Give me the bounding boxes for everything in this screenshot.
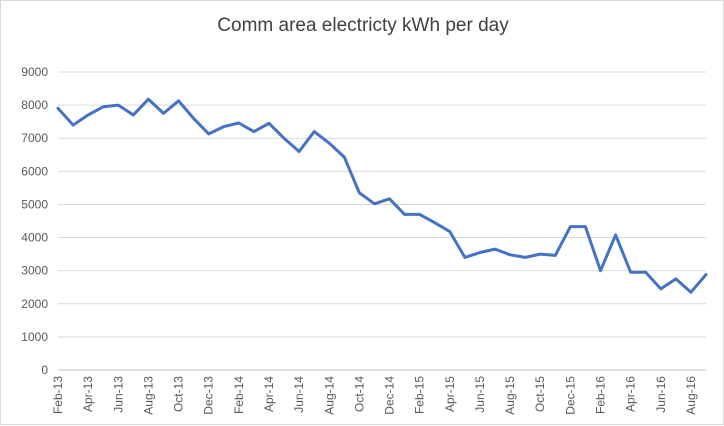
data-point xyxy=(569,225,572,228)
x-tick-label: Jun-16 xyxy=(654,376,668,413)
data-point xyxy=(358,191,361,195)
data-point xyxy=(418,213,421,216)
x-tick-label: Oct-14 xyxy=(352,376,366,412)
x-tick-label: Oct-15 xyxy=(533,376,547,412)
y-tick-label: 3000 xyxy=(21,264,48,278)
y-tick-label: 8000 xyxy=(21,98,48,112)
data-point xyxy=(267,122,271,125)
x-tick-label: Apr-16 xyxy=(624,376,638,412)
data-point xyxy=(674,277,678,281)
x-tick-label: Feb-13 xyxy=(51,376,65,414)
data-point xyxy=(478,251,482,254)
x-tick-label: Feb-14 xyxy=(232,376,246,414)
series-line xyxy=(56,97,708,294)
data-point xyxy=(237,121,241,125)
x-tick-label: Jun-15 xyxy=(473,376,487,413)
y-tick-label: 1000 xyxy=(21,330,48,344)
data-point xyxy=(523,256,527,259)
y-tick-label: 9000 xyxy=(21,65,48,79)
data-point xyxy=(132,113,135,117)
data-point xyxy=(222,125,225,128)
data-point xyxy=(629,271,632,274)
x-tick-label: Aug-13 xyxy=(141,376,155,415)
x-tick-label: Dec-13 xyxy=(202,376,216,415)
data-point xyxy=(373,202,376,205)
data-point xyxy=(508,253,512,256)
data-point xyxy=(539,252,542,256)
data-point xyxy=(71,123,75,127)
data-point xyxy=(147,97,150,101)
x-tick-label: Aug-16 xyxy=(684,376,698,415)
data-point xyxy=(584,225,587,228)
y-tick-label: 5000 xyxy=(21,197,48,211)
y-tick-label: 4000 xyxy=(21,231,48,245)
data-point xyxy=(177,99,180,103)
data-point xyxy=(644,271,647,274)
y-tick-label: 6000 xyxy=(21,164,48,178)
data-point xyxy=(463,256,467,259)
y-tick-label: 2000 xyxy=(21,297,48,311)
data-point xyxy=(493,247,497,251)
data-point xyxy=(599,269,602,272)
x-tick-label: Apr-15 xyxy=(443,376,457,412)
data-point xyxy=(433,221,436,224)
x-tick-label: Apr-13 xyxy=(81,376,95,412)
data-point xyxy=(312,130,316,133)
data-point xyxy=(192,117,195,120)
data-point xyxy=(659,287,662,291)
x-tick-label: Apr-14 xyxy=(262,376,276,412)
data-point xyxy=(704,273,708,276)
data-point xyxy=(403,213,406,216)
y-tick-label: 7000 xyxy=(21,131,48,145)
data-point xyxy=(328,141,331,145)
data-point xyxy=(614,233,617,237)
chart-title: Comm area electricty kWh per day xyxy=(217,15,509,36)
x-tick-label: Aug-14 xyxy=(322,376,336,415)
x-tick-label: Jun-13 xyxy=(111,376,125,413)
x-tick-label: Dec-15 xyxy=(563,376,577,415)
data-point xyxy=(689,290,693,294)
x-tick-label: Feb-15 xyxy=(413,376,427,414)
x-tick-label: Dec-14 xyxy=(383,376,397,415)
data-point xyxy=(102,105,105,108)
data-point xyxy=(297,150,301,153)
y-tick-label: 0 xyxy=(41,363,48,377)
data-point xyxy=(162,112,165,115)
x-tick-label: Feb-16 xyxy=(594,376,608,414)
data-point xyxy=(388,197,391,201)
data-point xyxy=(117,103,120,107)
data-point xyxy=(448,230,452,233)
data-point xyxy=(252,130,256,133)
data-point xyxy=(56,107,60,110)
data-point xyxy=(86,113,90,117)
x-tick-label: Oct-13 xyxy=(172,376,186,412)
data-point xyxy=(207,132,210,136)
x-tick-label: Jun-14 xyxy=(292,376,306,413)
data-point xyxy=(343,155,346,159)
data-point xyxy=(282,137,286,140)
x-tick-label: Aug-15 xyxy=(503,376,517,415)
data-point xyxy=(554,254,557,257)
